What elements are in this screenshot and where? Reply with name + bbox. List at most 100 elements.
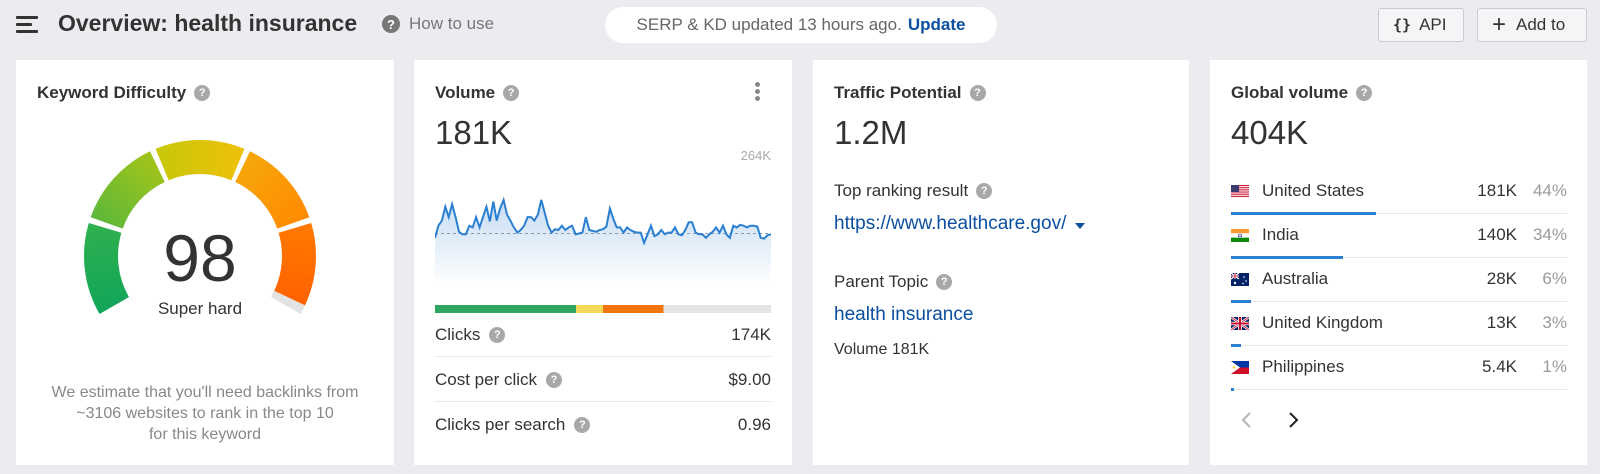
traffic-value: 1.2M <box>834 114 908 151</box>
kd-score: 98 <box>163 221 236 295</box>
metric-row: Clicks? 174K <box>435 313 771 357</box>
volume-card: Volume ? 181K 264K Clicks? 174K Cost per c… <box>414 60 792 465</box>
gauge-segment <box>271 290 305 314</box>
metric-value: $9.00 <box>728 369 771 389</box>
gauge-segment <box>155 140 245 181</box>
metric-label-text: Clicks <box>435 324 481 344</box>
country-volume: 5.4K <box>1482 357 1517 376</box>
volume-trend-chart: 264K <box>435 150 771 313</box>
global-title-label: Global volume <box>1231 83 1349 102</box>
country-volume: 13K <box>1486 313 1517 332</box>
serp-status-text: SERP & KD updated 13 hours ago. <box>636 15 902 34</box>
country-percent: 6% <box>1542 269 1567 288</box>
volume-value: 181K <box>435 114 513 151</box>
add-to-button-label: Add to <box>1516 15 1566 34</box>
parent-topic-link[interactable]: health insurance <box>834 304 973 326</box>
api-button[interactable]: {} API <box>1378 8 1464 42</box>
chevron-left-icon <box>1241 412 1251 428</box>
kd-help-icon[interactable]: ? <box>194 85 211 101</box>
kd-level: Super hard <box>158 299 242 318</box>
parent-topic-text: Parent Topic <box>834 272 929 291</box>
country-volume: 181K <box>1477 181 1517 200</box>
page-title: Overview: health insurance <box>58 10 358 36</box>
kd-card-title: Keyword Difficulty ? <box>37 83 211 103</box>
metric-label-text: Clicks per search <box>435 415 566 434</box>
country-volume: 28K <box>1486 269 1517 288</box>
country-row[interactable]: Australia 28K 6% <box>1231 257 1567 303</box>
metric-label: Clicks per search? <box>435 415 591 435</box>
chevron-right-icon <box>1289 412 1299 428</box>
philippines-flag-icon <box>1231 361 1249 374</box>
api-button-label: API <box>1419 15 1447 34</box>
volume-line <box>435 196 771 246</box>
kd-title-label: Keyword Difficulty <box>37 83 187 102</box>
add-to-button[interactable]: + Add to <box>1477 8 1587 42</box>
keyword-difficulty-card: Keyword Difficulty ? 98 Super hard We es… <box>16 60 394 465</box>
country-row[interactable]: United Kingdom 13K 3% <box>1231 301 1567 347</box>
metric-row: Clicks per search? 0.96 <box>435 403 771 447</box>
caret-down-icon[interactable] <box>1075 223 1086 229</box>
country-row[interactable]: Philippines 5.4K 1% <box>1231 345 1567 391</box>
volume-help-icon[interactable]: ? <box>503 85 520 101</box>
top-ranking-label: Top ranking result ? <box>834 181 993 201</box>
traffic-help-icon[interactable]: ? <box>969 85 986 101</box>
question-icon: ? <box>382 15 400 33</box>
hamburger-menu-icon[interactable] <box>16 16 38 34</box>
top-ranking-help-icon[interactable]: ? <box>976 183 993 199</box>
global-help-icon[interactable]: ? <box>1356 85 1373 101</box>
traffic-potential-card: Traffic Potential ? 1.2M Top ranking res… <box>813 60 1189 465</box>
clicks-split-bar <box>435 305 771 313</box>
gauge-segment <box>235 151 310 229</box>
traffic-title-label: Traffic Potential <box>834 83 962 102</box>
metric-label-text: Cost per click <box>435 369 538 389</box>
country-percent: 34% <box>1532 225 1567 244</box>
kd-note-line: ~3106 websites to rank in the top 10 <box>76 405 334 422</box>
country-share-bar <box>1231 212 1376 215</box>
country-name: Australia <box>1262 269 1329 288</box>
uk-flag-icon <box>1231 317 1249 330</box>
gauge-segment <box>84 223 129 314</box>
update-link[interactable]: Update <box>907 15 966 34</box>
country-name: United States <box>1262 181 1365 200</box>
metric-value: 174K <box>731 324 771 344</box>
parent-topic-volume: Volume 181K <box>834 341 930 358</box>
split-bar-segment <box>603 305 664 313</box>
volume-card-title: Volume ? <box>435 83 520 103</box>
how-to-use-label: How to use <box>409 14 495 33</box>
more-options-icon[interactable] <box>754 82 762 102</box>
country-share-bar <box>1231 388 1235 391</box>
metric-label: Cost per click? <box>435 369 563 390</box>
code-braces-icon: {} <box>1393 16 1412 34</box>
kd-note-line: for this keyword <box>148 426 262 443</box>
global-value: 404K <box>1231 114 1309 151</box>
split-bar-segment <box>576 305 603 313</box>
parent-topic-help-icon[interactable]: ? <box>936 274 953 290</box>
country-share-bar <box>1231 256 1344 259</box>
country-row[interactable]: United States 181K 44% <box>1231 169 1567 215</box>
top-ranking-text: Top ranking result <box>834 181 969 200</box>
country-share-bar <box>1231 344 1241 347</box>
country-name: Philippines <box>1262 357 1345 376</box>
next-page-button[interactable] <box>1283 410 1303 430</box>
how-to-use-link[interactable]: ? How to use <box>382 14 494 34</box>
metric-help-icon[interactable]: ? <box>546 371 563 388</box>
country-percent: 3% <box>1542 313 1567 332</box>
chart-max-label: 264K <box>741 150 771 163</box>
country-volume: 140K <box>1477 225 1517 244</box>
australia-flag-icon <box>1231 273 1249 286</box>
global-card-title: Global volume ? <box>1231 83 1373 103</box>
country-row[interactable]: India 140K 34% <box>1231 213 1567 259</box>
metric-value: 0.96 <box>737 415 771 434</box>
plus-icon: + <box>1492 11 1507 38</box>
metric-help-icon[interactable]: ? <box>489 326 506 343</box>
top-bar: Overview: health insurance ? How to use … <box>0 0 1600 50</box>
country-percent: 1% <box>1542 357 1567 376</box>
kd-estimate-note: We estimate that you'll need backlinks f… <box>36 382 374 445</box>
kd-gauge: 98 Super hard <box>84 140 316 318</box>
us-flag-icon <box>1231 185 1249 198</box>
metric-label: Clicks? <box>435 324 506 345</box>
top-ranking-url-link[interactable]: https://www.healthcare.gov/ <box>834 213 1086 235</box>
volume-area <box>435 199 771 286</box>
metric-help-icon[interactable]: ? <box>574 417 591 433</box>
previous-page-button[interactable] <box>1237 410 1257 430</box>
